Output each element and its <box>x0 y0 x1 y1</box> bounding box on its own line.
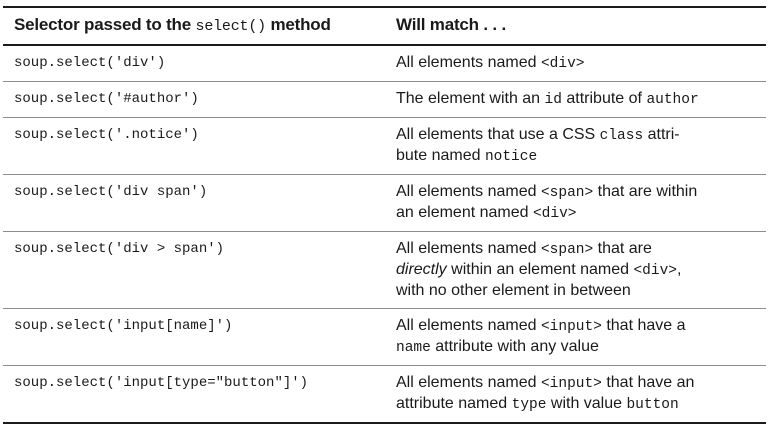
selector-cell: soup.select('div') <box>3 45 387 82</box>
code-fragment: type <box>511 397 547 413</box>
match-description-cell: All elements named <input> that have an a… <box>387 365 766 424</box>
column-header-selector-suffix: method <box>265 15 331 34</box>
column-header-selector-prefix: Selector passed to the <box>14 15 196 34</box>
code-fragment: button <box>626 397 679 413</box>
selector-cell: soup.select('input[type="button"]') <box>3 365 387 424</box>
code-fragment: class <box>599 128 644 144</box>
table-body: soup.select('div') All elements named <di… <box>3 45 766 424</box>
description-text: attribute with any value <box>430 338 599 355</box>
description-text: All elements named <box>396 374 541 391</box>
code-fragment: author <box>646 92 699 108</box>
selector-reference-table-container: Selector passed to the select() method W… <box>3 0 766 424</box>
selector-cell: soup.select('.notice') <box>3 117 387 175</box>
description-text: with value <box>546 395 627 412</box>
code-fragment: name <box>396 340 431 356</box>
description-text: within an element named <box>446 261 634 278</box>
selector-cell: soup.select('input[name]') <box>3 308 387 366</box>
emphasis-text: directly <box>396 261 447 278</box>
description-text: attri- <box>643 126 680 143</box>
table-row: soup.select('div > span') All elements na… <box>3 231 766 309</box>
description-text: an element named <box>396 204 533 221</box>
table-row: soup.select('div span') All elements name… <box>3 174 766 232</box>
description-text: All elements that use a CSS <box>396 126 600 143</box>
table-header: Selector passed to the select() method W… <box>3 6 766 46</box>
selector-cell: soup.select('div span') <box>3 174 387 232</box>
description-text: that are within <box>593 183 698 200</box>
table-row: soup.select('#author') The element with a… <box>3 81 766 118</box>
table-row: soup.select('.notice') All elements that … <box>3 117 766 175</box>
code-fragment: <span> <box>540 242 594 258</box>
match-description-cell: All elements named <input> that have a na… <box>387 308 766 366</box>
selector-cell: soup.select('#author') <box>3 81 387 118</box>
match-description-cell: All elements named <div> <box>387 45 766 82</box>
table-header-row: Selector passed to the select() method W… <box>3 6 766 46</box>
match-description-cell: The element with an id attribute of auth… <box>387 81 766 118</box>
description-text: that have an <box>601 374 695 391</box>
code-fragment: <div> <box>532 206 577 222</box>
description-text: attribute named <box>396 395 512 412</box>
selector-cell: soup.select('div > span') <box>3 231 387 309</box>
match-description-cell: All elements named <span> that are withi… <box>387 174 766 232</box>
selector-reference-table: Selector passed to the select() method W… <box>3 6 766 424</box>
description-text: All elements named <box>396 183 541 200</box>
table-row: soup.select('div') All elements named <di… <box>3 45 766 82</box>
code-fragment: <span> <box>540 185 594 201</box>
column-header-match: Will match . . . <box>387 6 766 46</box>
table-row: soup.select('input[name]') All elements n… <box>3 308 766 366</box>
code-fragment: <input> <box>540 319 602 335</box>
description-text: that have a <box>601 317 686 334</box>
table-row: soup.select('input[type="button"]') All e… <box>3 365 766 424</box>
description-text: The element with an <box>396 90 545 107</box>
code-fragment: id <box>544 92 562 108</box>
match-description-cell: All elements that use a CSS class attri-… <box>387 117 766 175</box>
column-header-selector-code: select() <box>195 18 267 35</box>
description-text: All elements named <box>396 317 541 334</box>
code-fragment: notice <box>484 149 538 165</box>
code-fragment: <div> <box>633 263 677 279</box>
column-header-selector: Selector passed to the select() method <box>3 6 387 46</box>
description-text: , <box>676 261 682 278</box>
description-text: All elements named <box>396 54 541 71</box>
description-text: attribute of <box>561 90 647 107</box>
description-text: that are <box>593 240 652 257</box>
match-description-cell: All elements named <span> that are direct… <box>387 231 766 309</box>
description-text: All elements named <box>396 240 541 257</box>
code-fragment: <input> <box>540 376 602 392</box>
description-text: bute named <box>396 147 485 164</box>
description-text: with no other element in between <box>396 282 631 299</box>
code-fragment: <div> <box>540 56 585 72</box>
